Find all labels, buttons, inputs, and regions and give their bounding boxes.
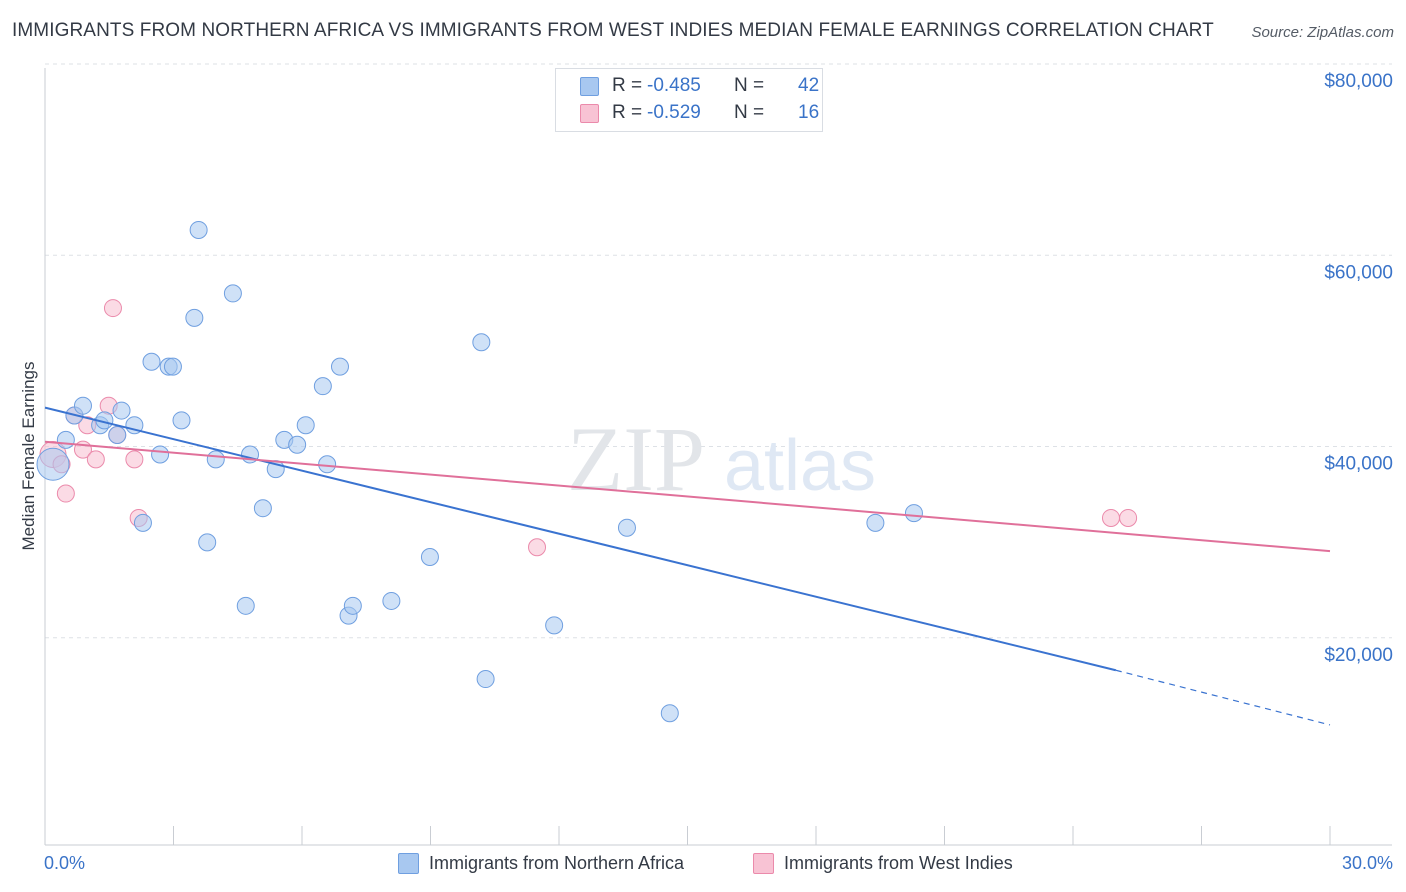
point-northern-africa — [330, 357, 349, 376]
point-northern-africa — [73, 396, 92, 415]
point-west-indies — [125, 450, 144, 469]
r-value: -0.529 — [647, 102, 701, 123]
point-west-indies — [103, 299, 122, 318]
point-west-indies — [528, 538, 547, 557]
point-northern-africa — [476, 670, 495, 689]
n-value: 16 — [798, 102, 820, 123]
tick-labels: $20,000 $40,000 $60,000 $80,000 0.0% 30.0% — [44, 71, 1393, 873]
point-northern-africa — [142, 352, 161, 371]
point-northern-africa — [253, 499, 272, 518]
trendlines — [44, 406, 1331, 726]
point-northern-africa — [288, 435, 307, 454]
series-northern-africa-points — [36, 220, 923, 723]
n-label: N = — [734, 102, 765, 123]
point-northern-africa — [904, 504, 923, 523]
point-northern-africa — [545, 616, 564, 635]
point-northern-africa — [343, 596, 362, 615]
point-northern-africa — [172, 411, 191, 430]
point-northern-africa — [56, 430, 75, 449]
correlation-stats-box: R = -0.485 N = 42 R = -0.529 N = 16 — [555, 68, 823, 132]
r-label: R = — [612, 75, 643, 96]
legend-label: Immigrants from Northern Africa — [429, 853, 685, 873]
x-tick-label-min: 0.0% — [44, 853, 85, 873]
watermark-zip: ZIP — [567, 408, 705, 510]
point-west-indies — [1119, 508, 1138, 527]
point-northern-africa — [617, 518, 636, 537]
point-northern-africa — [420, 548, 439, 567]
point-northern-africa — [313, 377, 332, 396]
y-tick-label: $60,000 — [1324, 262, 1393, 283]
point-northern-africa — [36, 447, 70, 481]
point-northern-africa — [472, 333, 491, 352]
x-tick-label-max: 30.0% — [1342, 853, 1393, 873]
trendline-northern-africa — [44, 406, 1117, 672]
point-northern-africa — [382, 591, 401, 610]
y-tick-label: $40,000 — [1324, 454, 1393, 475]
watermark: ZIP atlas — [567, 408, 876, 510]
point-northern-africa — [189, 220, 208, 239]
point-northern-africa — [151, 445, 170, 464]
point-northern-africa — [866, 513, 885, 532]
legend-swatch-blue — [398, 853, 419, 874]
r-label: R = — [612, 102, 643, 123]
point-northern-africa — [223, 284, 242, 303]
point-northern-africa — [198, 533, 217, 552]
point-northern-africa — [133, 513, 152, 532]
point-northern-africa — [206, 450, 225, 469]
r-value: -0.485 — [647, 75, 701, 96]
point-northern-africa — [185, 308, 204, 327]
legend-label: Immigrants from West Indies — [784, 853, 1013, 873]
point-northern-africa — [318, 455, 337, 474]
pink-swatch — [580, 104, 599, 123]
trendline-west-indies — [44, 440, 1331, 553]
point-northern-africa — [296, 416, 315, 435]
point-northern-africa — [112, 401, 131, 420]
watermark-atlas: atlas — [724, 426, 876, 506]
point-northern-africa — [163, 357, 182, 376]
blue-swatch — [580, 77, 599, 96]
point-west-indies — [1101, 508, 1120, 527]
y-tick-label: $20,000 — [1324, 645, 1393, 666]
legend-swatch-pink — [753, 853, 774, 874]
grid-lines — [45, 63, 1392, 639]
point-northern-africa — [236, 596, 255, 615]
point-northern-africa — [108, 425, 127, 444]
point-west-indies — [56, 484, 75, 503]
trendline-northern-africa-extension — [1115, 669, 1331, 726]
n-value: 42 — [798, 75, 820, 96]
point-northern-africa — [660, 704, 679, 723]
point-west-indies — [86, 450, 105, 469]
n-label: N = — [734, 75, 765, 96]
source-credit: Source: ZipAtlas.com — [1251, 24, 1394, 41]
y-tick-label: $80,000 — [1324, 71, 1393, 92]
chart-title: IMMIGRANTS FROM NORTHERN AFRICA VS IMMIG… — [12, 20, 1214, 41]
